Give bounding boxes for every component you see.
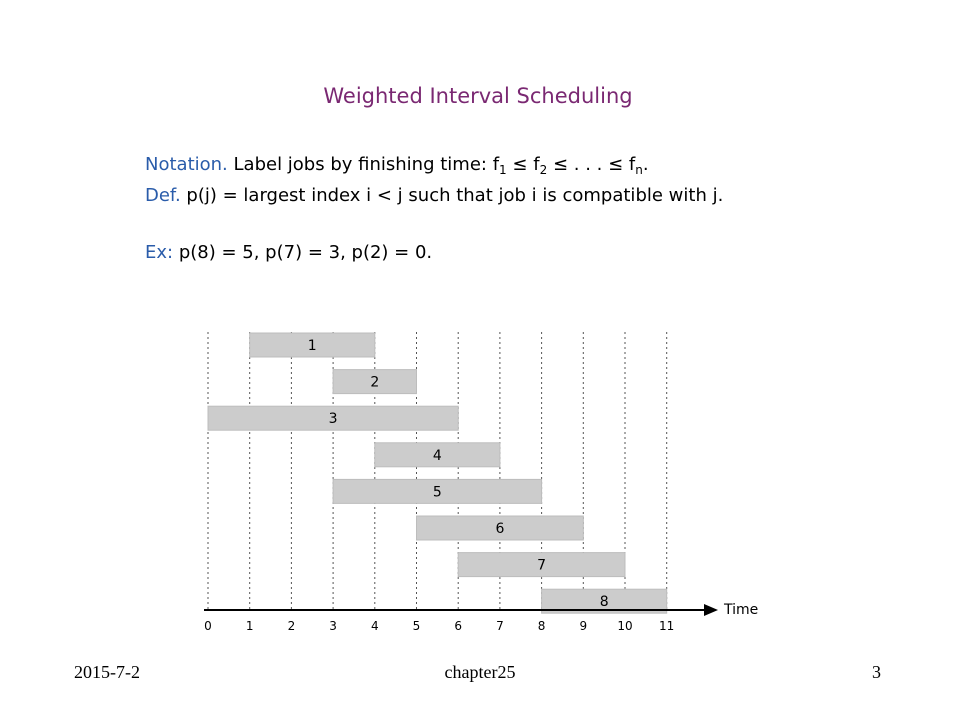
axis-label: Time <box>723 602 758 618</box>
job-bar <box>457 552 626 578</box>
definition-line: Def. p(j) = largest index i < j such tha… <box>145 185 723 206</box>
tick-label: 0 <box>204 619 212 633</box>
tick-label: 8 <box>538 619 546 633</box>
job-bar <box>332 369 418 395</box>
notation-label: Notation. <box>145 154 228 175</box>
tick-label: 3 <box>329 619 337 633</box>
footer-chapter: chapter25 <box>444 662 516 682</box>
leq-symbol: ≤ <box>512 154 528 175</box>
job-label: 3 <box>329 411 338 427</box>
tick-label: 7 <box>496 619 504 633</box>
tick-label: 6 <box>454 619 462 633</box>
job-label: 4 <box>433 448 442 464</box>
job-label: 7 <box>537 558 546 574</box>
definition-label: Def. <box>145 185 181 206</box>
tick-label: 10 <box>617 619 632 633</box>
tick-label: 5 <box>413 619 421 633</box>
fn-symbol: fn <box>628 154 643 177</box>
tick-label: 9 <box>579 619 587 633</box>
tick-label: 2 <box>288 619 296 633</box>
example-label: Ex: <box>145 242 174 263</box>
job-bar <box>332 478 543 504</box>
job-label: 6 <box>495 521 504 537</box>
axis-arrow-icon <box>704 604 718 616</box>
example-line: Ex: p(8) = 5, p(7) = 3, p(2) = 0. <box>145 242 432 263</box>
footer-page-number: 3 <box>872 662 881 682</box>
tick-label: 1 <box>246 619 254 633</box>
job-bar <box>416 515 584 541</box>
tick-label: 11 <box>659 619 674 633</box>
notation-line: Notation. Label jobs by finishing time: … <box>145 154 649 177</box>
job-label: 1 <box>308 338 317 354</box>
notation-end: . <box>642 154 649 175</box>
notation-text: Label jobs by finishing time: <box>233 154 487 175</box>
ellipsis-leq: ≤ . . . ≤ <box>552 154 624 175</box>
slide-title: Weighted Interval Scheduling <box>323 84 633 108</box>
job-bar <box>207 405 459 431</box>
f1-symbol: f1 <box>492 154 507 177</box>
job-label: 2 <box>370 375 379 391</box>
job-bar <box>374 442 501 468</box>
job-label: 5 <box>433 484 442 500</box>
footer-date: 2015-7-2 <box>74 662 140 682</box>
tick-label: 4 <box>371 619 379 633</box>
f2-symbol: f2 <box>533 154 548 177</box>
job-bar <box>249 332 376 358</box>
definition-text: p(j) = largest index i < j such that job… <box>186 185 724 206</box>
job-label: 8 <box>600 594 609 610</box>
example-text: p(8) = 5, p(7) = 3, p(2) = 0. <box>178 242 433 263</box>
